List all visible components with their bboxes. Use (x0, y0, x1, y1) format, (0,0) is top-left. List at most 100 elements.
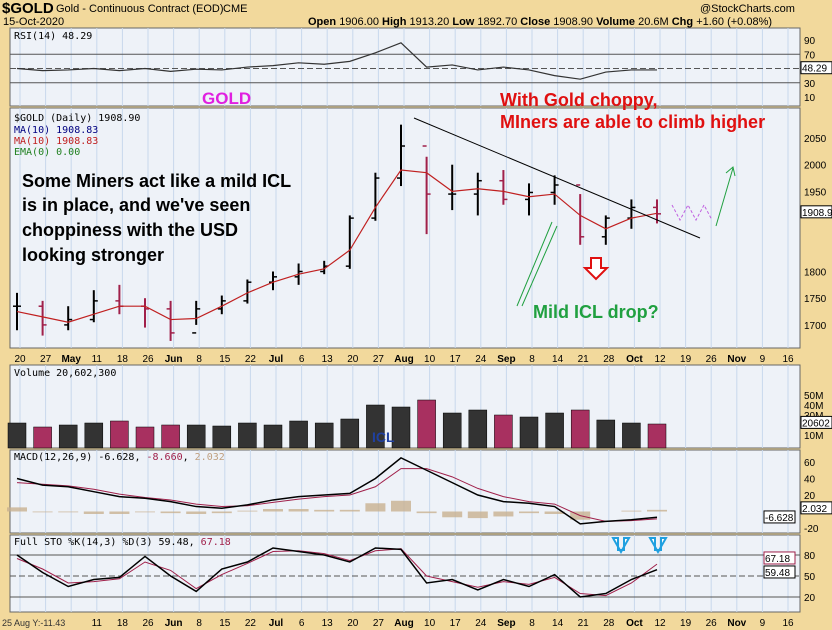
macd-hist-label-box (800, 501, 832, 515)
volume-bar (468, 409, 488, 449)
quote-line: Open 1906.00 High 1913.20 Low 1892.70 Cl… (308, 16, 772, 28)
date-tick: 19 (680, 354, 692, 365)
volume-bar (110, 420, 129, 449)
volume-bar (366, 404, 385, 449)
date-tick: 21 (578, 618, 590, 629)
date-tick: 8 (529, 618, 535, 629)
volume-bar (84, 422, 104, 449)
price-last-label-box (800, 205, 832, 219)
sto-tick: 80 (804, 551, 816, 562)
date-tick: 15 (219, 618, 231, 629)
date-tick: Jun (165, 618, 183, 629)
date-tick: 20 (14, 354, 26, 365)
volume-bar (314, 422, 334, 449)
volume-bar (212, 425, 232, 449)
volume-bar (622, 422, 641, 449)
symbol: $GOLD (2, 0, 54, 17)
volume-tick: 40M (804, 401, 823, 412)
volume-bar (161, 424, 180, 449)
macd-last-label-box (763, 510, 796, 524)
volume-bar (417, 399, 436, 449)
date-tick: 19 (680, 618, 692, 629)
watermark: @StockCharts.com (700, 3, 795, 15)
date-tick: Sep (497, 354, 515, 365)
macd-tick: 40 (804, 475, 816, 486)
macd-histogram-bar (647, 509, 667, 512)
macd-histogram-bar (467, 511, 488, 519)
green-up-arrow-icon (715, 166, 736, 227)
rsi-tick: 10 (804, 93, 816, 104)
date-tick: 14 (552, 618, 564, 629)
legend-ma2: MA(10) 1908.83 (14, 136, 98, 147)
rsi-title: RSI(14) 48.29 (14, 31, 92, 42)
price-tick: 1950 (804, 187, 827, 198)
macd-histogram-bar (544, 511, 565, 514)
macd-histogram-bar (109, 511, 130, 514)
date-tick: 8 (529, 354, 535, 365)
date-tick: 16 (782, 618, 794, 629)
macd-histogram-bar (416, 511, 437, 514)
date-tick: 12 (654, 618, 666, 629)
miners-annotation: Some Miners act like a mild ICL is in pl… (22, 171, 291, 265)
choppy-annotation-2: MIners are able to climb higher (500, 112, 765, 132)
macd-histogram-bar (288, 509, 309, 512)
rsi-tick: 90 (804, 36, 816, 47)
date-tick: Jul (269, 354, 284, 365)
macd-histogram-bar (263, 509, 283, 512)
panel-1 (9, 107, 801, 349)
panel-4 (9, 534, 801, 613)
date-tick: 27 (40, 354, 52, 365)
date-tick: 17 (450, 618, 462, 629)
date-tick: 21 (578, 354, 590, 365)
rsi-last-label-box (800, 61, 832, 75)
date-tick: 13 (322, 354, 334, 365)
sto-tick: 50 (804, 572, 816, 583)
volume-bar (494, 414, 513, 449)
date-tick: 6 (299, 618, 305, 629)
macd-histogram-bar (237, 510, 258, 512)
volume-bar (545, 412, 564, 449)
macd-histogram-bar (58, 511, 79, 513)
volume-bar (58, 424, 78, 449)
sto-title: Full STO %K(14,3) %D(3) 59.48, 67.18 (14, 537, 231, 548)
choppy-annotation-1: With Gold choppy, (500, 90, 657, 110)
date-tick: 12 (654, 354, 666, 365)
date-tick: 14 (552, 354, 564, 365)
macd-histogram-bar (493, 511, 514, 517)
macd-tick: -20 (804, 524, 819, 535)
date-tick: 20 (347, 618, 359, 629)
volume-bar (7, 422, 27, 449)
macd-histogram-bar (83, 511, 104, 514)
date-tick: 8 (196, 354, 202, 365)
volume-tick: 50M (804, 391, 823, 402)
panel-0 (9, 27, 801, 107)
macd-histogram-bar (135, 511, 155, 513)
volume-bar (442, 412, 462, 449)
volume-bar (647, 423, 667, 449)
price-tick: 1800 (804, 268, 827, 279)
date-tick: 11 (92, 354, 103, 365)
date-tick: 26 (142, 618, 154, 629)
volume-bar (289, 420, 308, 449)
date: 15-Oct-2020 (3, 16, 64, 28)
sto-tick: 20 (804, 593, 816, 604)
instrument-name: Gold - Continuous Contract (EOD) (56, 3, 224, 15)
icl-label: ICL (372, 429, 395, 445)
volume-bar (596, 419, 616, 449)
date-tick: 8 (196, 618, 202, 629)
date-tick: 22 (245, 354, 257, 365)
volume-title: Volume 20,602,300 (14, 368, 116, 379)
price-last-label: 1908.9 (802, 208, 832, 219)
date-tick: 9 (760, 618, 766, 629)
volume-last-label: 20602 (802, 418, 830, 429)
price-tick: 1750 (804, 294, 827, 305)
macd-histogram-bar (7, 507, 27, 512)
date-tick: 24 (475, 354, 487, 365)
sto-d-line (16, 548, 658, 597)
volume-tick: 10M (804, 431, 823, 442)
date-tick: 9 (760, 354, 766, 365)
macd-signal-line (16, 468, 658, 522)
date-tick: 10 (424, 618, 436, 629)
date-tick: Nov (727, 354, 746, 365)
macd-histogram-bar (621, 510, 642, 512)
